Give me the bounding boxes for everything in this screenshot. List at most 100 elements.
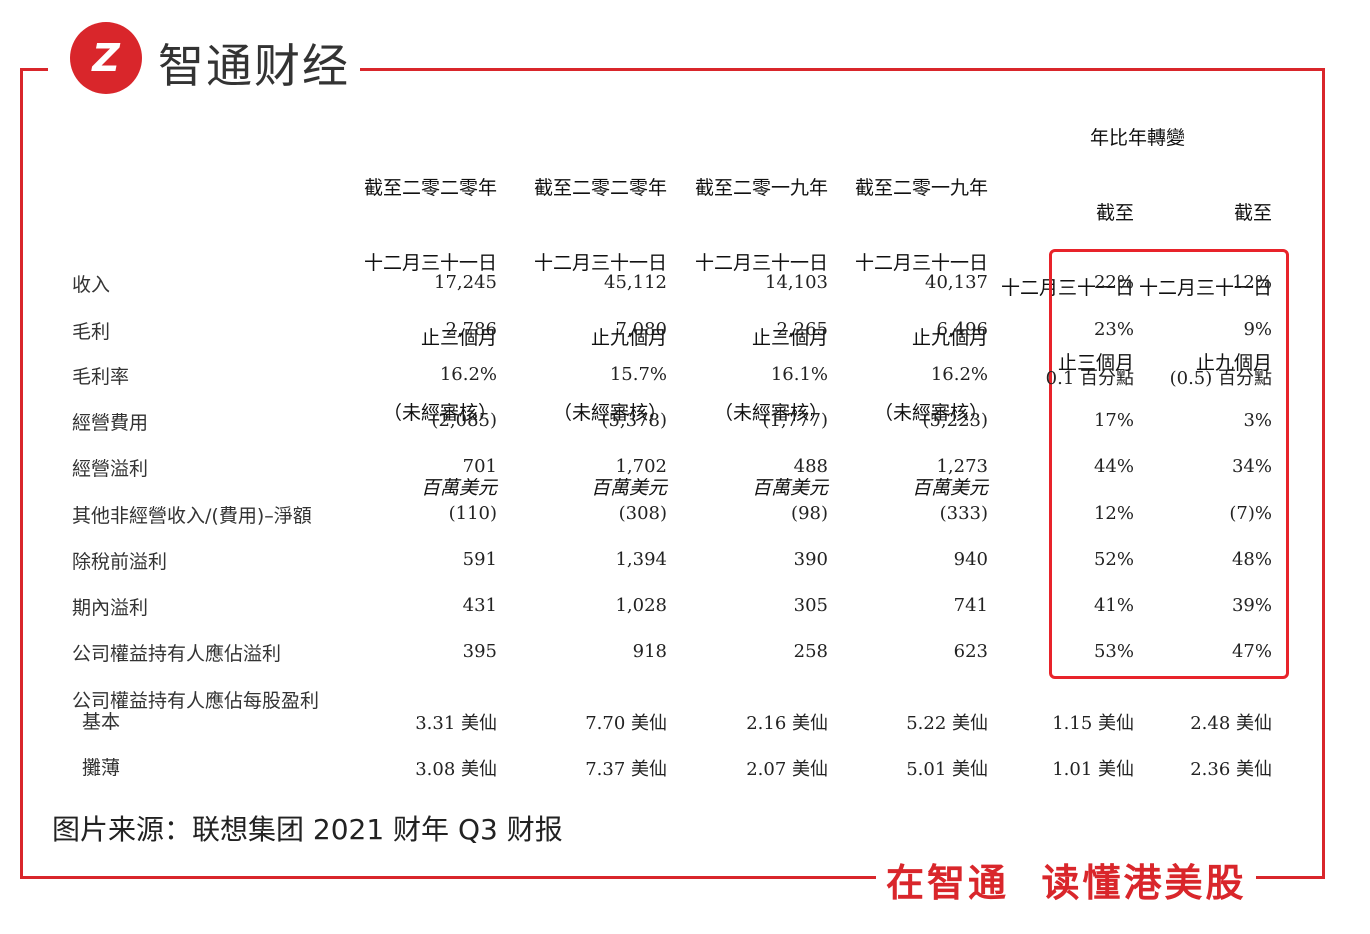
table-cell: 12%: [1231, 272, 1272, 293]
table-cell: 5.01 美仙: [906, 759, 988, 780]
table-cell: 258: [793, 641, 828, 662]
col-header-2: 截至二零二零年 十二月三十一日 止九個月 （未經審核） 百萬美元: [534, 126, 667, 526]
col-header-unit: 百萬美元: [911, 477, 988, 499]
col-header-line: 截至: [1233, 202, 1272, 224]
table-cell: 40,137: [925, 272, 988, 293]
table-cell: 305: [793, 595, 828, 616]
brand-name: 智通财经: [158, 30, 360, 96]
col-header-4: 截至二零一九年 十二月三十一日 止九個月 （未經審核） 百萬美元: [855, 126, 988, 526]
table-cell: 3.31 美仙: [415, 713, 497, 734]
slogan: 在智通 读懂港美股: [876, 852, 1257, 907]
table-cell: 47%: [1231, 641, 1272, 662]
logo-glyph: Z: [92, 36, 120, 80]
col-header-line: 止三個月: [420, 327, 497, 349]
table-cell: (110): [448, 503, 497, 524]
table-cell: 3%: [1243, 410, 1272, 431]
col-header-line: 截至二零二零年: [363, 177, 497, 199]
table-cell: 14,103: [765, 272, 828, 293]
table-cell: 395: [462, 641, 497, 662]
row-label: 其他非經營收入/(費用)–淨額: [72, 505, 312, 527]
row-label: 期內溢利: [72, 597, 149, 619]
table-cell: 34%: [1231, 456, 1272, 477]
col-header-line: （未經審核）: [713, 402, 828, 424]
table-cell: 16.2%: [439, 364, 497, 385]
table-cell: 7.70 美仙: [585, 713, 667, 734]
table-cell: 0.1 百分點: [1045, 368, 1134, 389]
table-cell: 488: [793, 456, 828, 477]
table-cell: (2,085): [431, 410, 497, 431]
col-header-line: 截至二零一九年: [854, 177, 988, 199]
col-header-line: 十二月三十一日: [1000, 277, 1134, 299]
yoy-header-3m: 截至 十二月三十一日 止三個月: [1001, 151, 1134, 401]
col-header-line: 十二月三十一日: [533, 252, 667, 274]
table-cell: 1,702: [615, 456, 667, 477]
table-cell: 5.22 美仙: [906, 713, 988, 734]
col-header-line: 十二月三十一日: [694, 252, 828, 274]
table-cell: 12%: [1093, 503, 1134, 524]
table-cell: (1,777): [762, 410, 828, 431]
table-cell: 1,273: [936, 456, 988, 477]
frame-top-left: [20, 68, 48, 71]
col-header-3: 截至二零一九年 十二月三十一日 止三個月 （未經審核） 百萬美元: [695, 126, 828, 526]
col-header-1: 截至二零二零年 十二月三十一日 止三個月 （未經審核） 百萬美元: [364, 126, 497, 526]
col-header-line: 截至二零二零年: [533, 177, 667, 199]
col-header-unit: 百萬美元: [751, 477, 828, 499]
row-label: 公司權益持有人應佔溢利: [72, 643, 282, 665]
table-cell: 44%: [1093, 456, 1134, 477]
table-cell: (5,223): [922, 410, 988, 431]
table-cell: 741: [953, 595, 988, 616]
row-label: 攤薄: [82, 757, 121, 779]
table-cell: 45,112: [604, 272, 667, 293]
col-header-line: 止三個月: [1057, 352, 1134, 374]
table-cell: 15.7%: [609, 364, 667, 385]
table-cell: 16.1%: [770, 364, 828, 385]
col-header-line: 十二月三十一日: [854, 252, 988, 274]
col-header-line: （未經審核）: [382, 402, 497, 424]
table-cell: 940: [953, 549, 988, 570]
table-cell: 41%: [1093, 595, 1134, 616]
col-header-line: 止九個月: [911, 327, 988, 349]
table-cell: 623: [953, 641, 988, 662]
yoy-highlight-box: [1049, 249, 1289, 679]
table-cell: 9%: [1243, 319, 1272, 340]
table-cell: 48%: [1231, 549, 1272, 570]
col-header-line: 截至: [1095, 202, 1134, 224]
table-cell: (5,378): [601, 410, 667, 431]
col-header-line: 止三個月: [751, 327, 828, 349]
table-cell: 22%: [1093, 272, 1134, 293]
table-cell: 390: [793, 549, 828, 570]
table-cell: 16.2%: [930, 364, 988, 385]
frame-left: [20, 68, 23, 878]
table-cell: (98): [791, 503, 828, 524]
table-cell: (0.5) 百分點: [1169, 368, 1272, 389]
frame-top-right: [345, 68, 1325, 71]
table-cell: 2.16 美仙: [746, 713, 828, 734]
col-header-line: 止九個月: [1195, 352, 1272, 374]
table-cell: 2.48 美仙: [1190, 713, 1272, 734]
row-label: 基本: [82, 711, 121, 733]
table-cell: 23%: [1093, 319, 1134, 340]
col-header-line: 十二月三十一日: [363, 252, 497, 274]
col-header-line: （未經審核）: [552, 402, 667, 424]
col-header-line: （未經審核）: [873, 402, 988, 424]
table-cell: 1,394: [615, 549, 667, 570]
table-cell: (308): [618, 503, 667, 524]
row-label: 除稅前溢利: [72, 551, 168, 573]
table-cell: 2.07 美仙: [746, 759, 828, 780]
eps-title: 公司權益持有人應佔每股盈利: [72, 690, 320, 712]
table-cell: 6,496: [936, 319, 988, 340]
table-cell: 1.15 美仙: [1052, 713, 1134, 734]
col-header-unit: 百萬美元: [590, 477, 667, 499]
table-cell: 7,080: [615, 319, 667, 340]
table-cell: 431: [462, 595, 497, 616]
col-header-line: 止九個月: [590, 327, 667, 349]
brand-logo: Z: [70, 22, 142, 94]
table-cell: 1.01 美仙: [1052, 759, 1134, 780]
table-cell: 2,786: [445, 319, 497, 340]
table-cell: 701: [462, 456, 497, 477]
table-cell: (333): [939, 503, 988, 524]
row-label: 毛利: [72, 321, 111, 343]
image-source-caption: 图片来源：联想集团 2021 财年 Q3 财报: [52, 813, 563, 846]
table-cell: (7)%: [1229, 503, 1272, 524]
table-cell: 17%: [1093, 410, 1134, 431]
